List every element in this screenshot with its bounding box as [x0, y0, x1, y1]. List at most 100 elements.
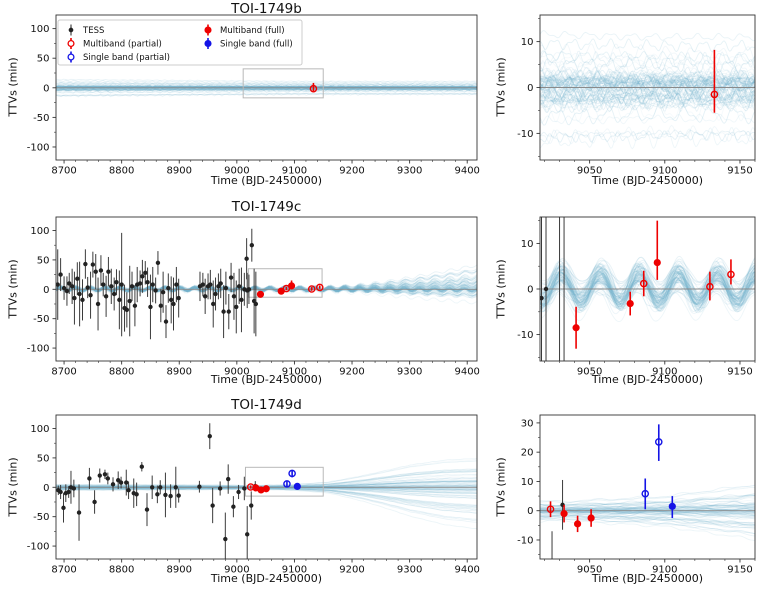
x-axis-label: Time (BJD-2450000): [210, 174, 323, 187]
zoom-region-box: [247, 268, 323, 298]
x-tick-label: 9000: [224, 166, 249, 177]
tess-point: [140, 274, 145, 279]
tess-point: [69, 284, 75, 289]
legend-label: Multiband (full): [220, 26, 285, 36]
tess-point: [163, 319, 169, 324]
y-axis-label: TTVs (min): [494, 259, 508, 319]
x-tick-label: 9050: [577, 367, 602, 378]
panel-toi-1749d-zoom: 9050 9100 9150 -10 0 10 20 30: [490, 414, 756, 576]
singleband_full-point: [668, 502, 676, 510]
tess-point: [102, 472, 108, 477]
multiband_partial-point: [546, 505, 555, 514]
y-tick-label: 50: [37, 453, 50, 464]
y-tick-label: 20: [521, 448, 534, 459]
multiband_full-point: [262, 485, 270, 493]
tess-point: [242, 486, 247, 491]
multiband_partial-point: [706, 282, 714, 291]
tess-point: [153, 288, 158, 293]
tess-point: [173, 485, 178, 490]
x-tick-label: 9300: [397, 565, 422, 576]
x-tick-label: 9400: [454, 565, 479, 576]
data-points: [490, 424, 676, 559]
tess-point: [163, 492, 168, 498]
x-tick-label: 9050: [577, 565, 602, 576]
x-axis-label: Time (BJD-2450000): [591, 373, 704, 386]
tess-point: [58, 489, 63, 495]
tess-point: [200, 282, 206, 287]
x-tick-label: 9200: [339, 367, 364, 378]
tess-point: [231, 294, 237, 299]
tess-point: [87, 476, 92, 481]
y-axis-label: TTVs (min): [6, 259, 20, 319]
x-tick-label: 8900: [167, 367, 192, 378]
tess-point: [149, 485, 155, 490]
tess-point: [228, 275, 234, 280]
x-tick-label: 9200: [339, 565, 364, 576]
tess-point: [221, 309, 226, 314]
tess-point: [249, 243, 255, 248]
tess-point: [150, 282, 155, 287]
tess-point: [234, 304, 239, 310]
x-tick-label: 8700: [51, 367, 76, 378]
data-points: [56, 228, 324, 340]
tess-point: [118, 480, 124, 485]
y-tick-label: 10: [521, 239, 534, 250]
y-axis-label: TTVs (min): [494, 457, 508, 517]
tess-point: [253, 301, 259, 307]
y-tick-label: 30: [521, 418, 534, 429]
tess-point: [137, 281, 143, 286]
tess-point: [67, 281, 72, 286]
singleband_partial-point: [283, 480, 291, 488]
axes: 8700 8800 8900 9000 9100 9200 9300 9400 -100 -50 0…: [27, 414, 480, 576]
y-tick-label: -10: [517, 330, 533, 341]
model-posterior-lines: [540, 30, 755, 150]
panel-title-toi-1749d: TOI-1749d: [231, 397, 302, 413]
tess-point: [88, 292, 93, 298]
tess-point: [176, 295, 181, 301]
x-tick-label: 9150: [727, 367, 752, 378]
tess-point: [490, 468, 493, 471]
tess-point: [216, 284, 221, 289]
y-tick-label: -50: [33, 512, 49, 523]
axes: 9050 9100 9150 -10 0 10: [517, 14, 756, 177]
tess-point: [525, 369, 528, 372]
multiband_full-point: [573, 520, 582, 528]
multiband_full-point: [277, 287, 285, 295]
zoom-region-box: [242, 68, 324, 99]
tess-point: [90, 262, 96, 267]
data-points: [309, 82, 318, 93]
y-tick-label: 100: [30, 24, 49, 35]
tess-point: [72, 295, 77, 301]
x-tick-label: 9200: [339, 166, 364, 177]
y-axis-label: TTVs (min): [494, 57, 508, 117]
tess-point: [223, 536, 228, 542]
legend-label: Single band (full): [220, 40, 293, 50]
tess-point: [66, 489, 71, 495]
x-axis-label: Time (BJD-2450000): [591, 174, 704, 187]
data-points: [56, 423, 301, 559]
multiband_full-point: [653, 258, 661, 267]
tess-point: [168, 493, 173, 499]
y-tick-label: -10: [517, 535, 533, 546]
tess-point: [168, 297, 174, 303]
multiband_partial-point: [307, 285, 316, 293]
multiband_partial-point: [315, 283, 324, 292]
x-tick-label: 8800: [109, 367, 134, 378]
singleband_partial-point: [654, 438, 663, 446]
multiband_full-point: [256, 290, 265, 298]
multiband_partial-point: [710, 90, 719, 99]
tess-point: [109, 284, 114, 289]
tess-point: [64, 288, 70, 294]
tess-point: [223, 285, 229, 291]
x-tick-label: 9100: [652, 565, 677, 576]
tess-point: [103, 294, 109, 299]
tess-point: [126, 488, 131, 493]
x-tick-label: 9400: [454, 367, 479, 378]
tess-point: [236, 284, 242, 289]
tess-point: [105, 476, 111, 481]
tess-point: [208, 282, 213, 287]
axes: 8700 8800 8900 9000 9100 9200 9300 9400 -100 -50 0…: [27, 14, 480, 177]
tess-point: [226, 309, 231, 314]
x-axis-label: Time (BJD-2450000): [210, 373, 323, 386]
tess-point: [61, 285, 67, 291]
